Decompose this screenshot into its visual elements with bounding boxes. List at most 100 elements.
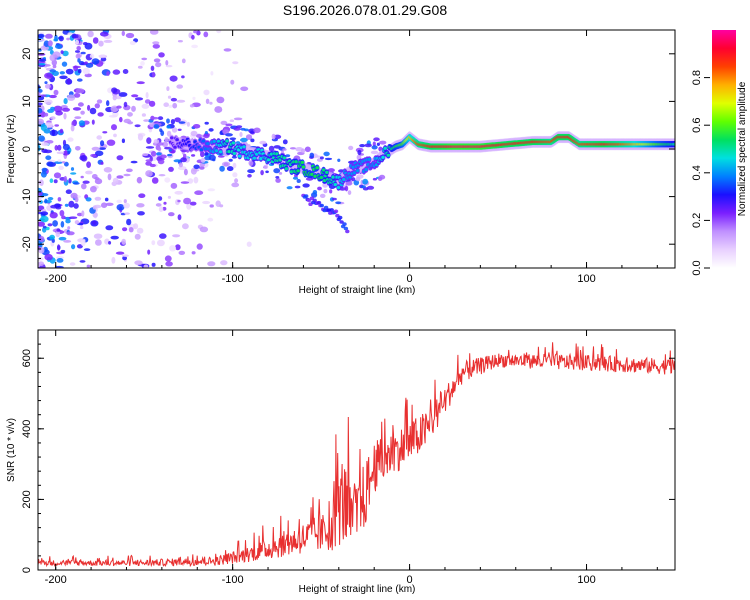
snr-ytick-label: 400 xyxy=(21,420,33,438)
spectrogram-scatter-blob xyxy=(250,138,255,143)
spectrogram-noise-blob xyxy=(191,34,195,40)
spectrogram-noise-blob xyxy=(100,57,107,62)
spectrogram-noise-blob xyxy=(82,180,90,184)
spectrogram-noise-blob xyxy=(50,204,59,209)
spectrogram-noise-blob xyxy=(98,147,107,151)
spectrogram-scatter-blob xyxy=(192,124,201,129)
spectrogram-noise-blob xyxy=(116,175,124,179)
spectrogram-branch-blob xyxy=(339,220,344,224)
spectrogram-noise-blob xyxy=(67,94,76,101)
spectrogram-noise-blob xyxy=(137,65,143,69)
spectrogram-noise-blob xyxy=(151,262,156,267)
spectrogram-noise-blob xyxy=(163,102,169,107)
spectrogram-scatter-blob xyxy=(335,201,342,205)
spectrogram-noise-blob xyxy=(43,112,49,117)
spectrogram-noise-blob xyxy=(63,240,72,243)
spectrogram-ridge-core xyxy=(325,170,329,174)
spectrogram-scatter-blob xyxy=(292,176,299,180)
spectrogram-scatter-blob xyxy=(282,148,287,151)
spectrogram-scatter-blob xyxy=(168,149,172,152)
spectrogram-branch-blob xyxy=(333,209,339,214)
spectrogram-noise-blob xyxy=(122,69,129,74)
spectrogram-noise-blob xyxy=(39,58,47,62)
spectrogram-noise-blob xyxy=(111,256,116,264)
colorbar-label: Normalized spectral amplitude xyxy=(737,81,748,216)
spectrogram-noise-blob xyxy=(158,174,166,177)
spectrogram-noise-blob xyxy=(111,124,117,131)
spectrogram-scatter-blob xyxy=(378,174,386,180)
spectrogram-noise-blob xyxy=(70,172,77,175)
spectrogram-noise-blob xyxy=(145,170,153,177)
spectrogram-noise-blob xyxy=(67,150,71,155)
spectrogram-noise-blob xyxy=(112,69,121,75)
spectrogram-noise-blob xyxy=(98,40,104,47)
spectrogram-ridge-core xyxy=(383,146,388,150)
spectrogram-noise-blob xyxy=(178,250,186,255)
spectrogram-scatter-blob xyxy=(225,133,233,137)
spectrogram-noise-blob xyxy=(134,233,141,240)
spectrogram-noise-blob xyxy=(61,161,66,164)
spectrogram-noise-blob xyxy=(155,62,162,68)
spectrogram-branch-blob xyxy=(323,205,329,210)
spectrogram-scatter-blob xyxy=(379,140,387,145)
spectrogram-noise-blob xyxy=(83,248,91,252)
spectrogram-noise-blob xyxy=(131,105,136,112)
spectrogram-noise-blob xyxy=(152,71,156,78)
spectrogram-noise-blob xyxy=(61,61,68,67)
spectrogram-noise-blob xyxy=(191,44,199,49)
spectrogram-noise-blob xyxy=(78,120,85,126)
spectrogram-scatter-blob xyxy=(329,189,333,194)
spectrogram-ridge-core xyxy=(301,165,306,169)
spectrogram-noise-blob xyxy=(165,261,173,267)
spectrogram-scatter-blob xyxy=(156,152,162,156)
spectrogram-noise-blob xyxy=(158,52,165,58)
spectrogram-noise-blob xyxy=(106,100,110,107)
spectrogram-frame xyxy=(37,29,676,269)
spectrogram-noise-blob xyxy=(152,41,160,45)
spectrogram-noise-blob xyxy=(77,102,84,107)
spectrogram-noise-blob xyxy=(162,206,167,211)
spectrogram-noise-blob xyxy=(92,212,98,218)
spectrogram-scatter-blob xyxy=(324,157,333,161)
spectrogram-scatter-blob xyxy=(199,166,205,170)
spectrogram-noise-blob xyxy=(68,200,75,208)
spectrogram-scatter-blob xyxy=(337,158,341,162)
spectrogram-noise-blob xyxy=(108,115,118,118)
spectrogram-noise-blob xyxy=(48,94,57,99)
spectrogram-noise-blob xyxy=(53,179,58,184)
spectrogram-noise-blob xyxy=(83,42,88,46)
spectrogram-ridge-core xyxy=(199,148,204,152)
spectrogram-noise-blob xyxy=(84,73,92,78)
spectrogram-noise-blob xyxy=(79,260,86,263)
spectrogram-scatter-blob xyxy=(372,177,377,181)
spectrogram-noise-blob xyxy=(66,77,71,85)
spectrogram-scatter-blob xyxy=(208,128,214,132)
spectrogram-noise-blob xyxy=(183,168,188,176)
spectrogram-noise-blob xyxy=(148,100,156,107)
spectrogram-noise-blob xyxy=(38,195,42,202)
spectrogram-noise-blob xyxy=(91,220,97,225)
spectrogram-noise-blob xyxy=(112,177,119,184)
spectrogram-noise-blob xyxy=(168,166,174,172)
spectrogram-noise-blob xyxy=(43,40,50,47)
spectrogram-branch-blob xyxy=(316,200,322,205)
spectrogram-ridge-core xyxy=(214,149,219,153)
spectrogram-noise-blob xyxy=(229,119,235,122)
spectrogram-scatter-blob xyxy=(273,145,281,149)
spectrogram-noise-blob xyxy=(87,104,91,111)
spectrogram-scatter-blob xyxy=(193,164,200,170)
spectrogram-noise-blob xyxy=(177,40,183,43)
spectrogram-noise-blob xyxy=(136,203,145,208)
spectrogram-scatter-blob xyxy=(204,151,209,156)
spectrogram-scatter-blob xyxy=(166,118,170,124)
spectrogram-noise-blob xyxy=(141,113,146,117)
spectrogram-noise-blob xyxy=(67,32,73,36)
spectrogram-noise-blob xyxy=(54,145,59,151)
spectrogram-noise-blob xyxy=(158,206,164,213)
colorbar-tick-label: 0.0 xyxy=(691,260,703,275)
spectrogram-noise-blob xyxy=(116,199,122,204)
spectrogram-noise-blob xyxy=(93,233,103,239)
spectrogram-scatter-blob xyxy=(286,186,293,190)
spectrogram-scatter-blob xyxy=(157,159,165,165)
